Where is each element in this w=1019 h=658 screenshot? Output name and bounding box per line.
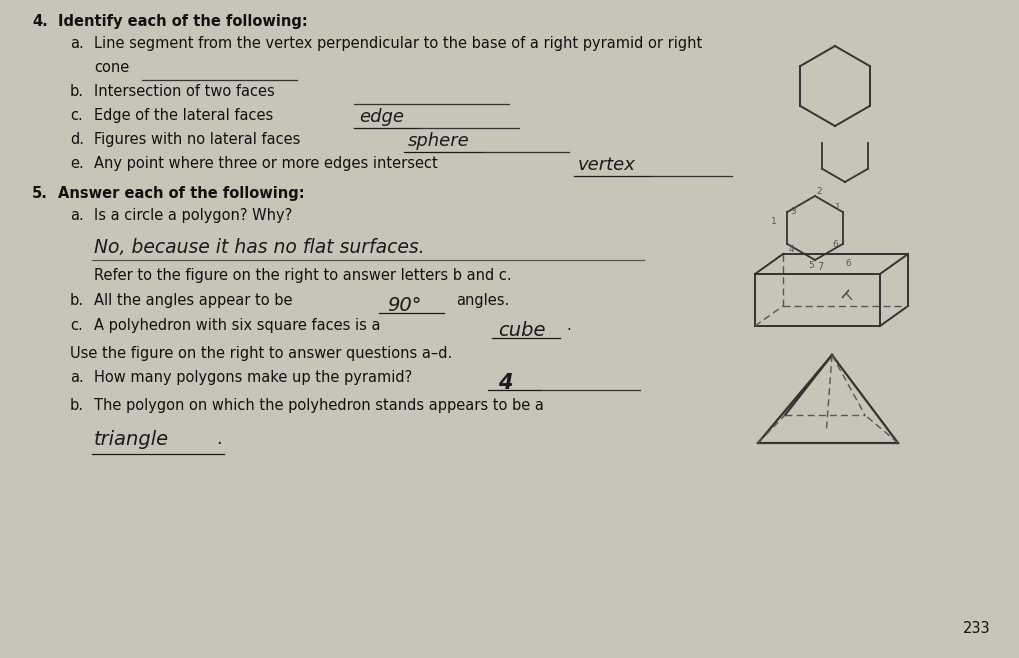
Text: cube: cube: [498, 321, 545, 340]
Text: b.: b.: [70, 84, 84, 99]
Text: Any point where three or more edges intersect: Any point where three or more edges inte…: [94, 156, 438, 171]
Text: cone: cone: [94, 60, 129, 75]
Text: The polygon on which the polyhedron stands appears to be a: The polygon on which the polyhedron stan…: [94, 398, 544, 413]
Text: 3: 3: [791, 207, 796, 216]
Text: Use the figure on the right to answer questions a–d.: Use the figure on the right to answer qu…: [70, 346, 452, 361]
Text: Line segment from the vertex perpendicular to the base of a right pyramid or rig: Line segment from the vertex perpendicul…: [94, 36, 702, 51]
Text: a.: a.: [70, 208, 84, 223]
Text: 5.: 5.: [32, 186, 48, 201]
Text: 5: 5: [808, 261, 814, 270]
Text: 4.: 4.: [32, 14, 48, 29]
Text: 90°: 90°: [387, 296, 422, 315]
Text: Intersection of two faces: Intersection of two faces: [94, 84, 275, 99]
Text: A polyhedron with six square faces is a: A polyhedron with six square faces is a: [94, 318, 380, 333]
Text: .: .: [566, 318, 571, 333]
Text: 4: 4: [498, 373, 513, 393]
Text: All the angles appear to be: All the angles appear to be: [94, 293, 292, 308]
Text: e.: e.: [70, 156, 84, 171]
Text: Edge of the lateral faces: Edge of the lateral faces: [94, 108, 273, 123]
Text: Refer to the figure on the right to answer letters b and c.: Refer to the figure on the right to answ…: [94, 268, 512, 283]
Text: How many polygons make up the pyramid?: How many polygons make up the pyramid?: [94, 370, 413, 385]
Text: Is a circle a polygon? Why?: Is a circle a polygon? Why?: [94, 208, 292, 223]
Text: .: .: [216, 430, 221, 448]
Text: 2: 2: [816, 188, 821, 197]
Text: 233: 233: [962, 621, 990, 636]
Text: c.: c.: [70, 108, 83, 123]
Text: Identify each of the following:: Identify each of the following:: [58, 14, 308, 29]
Text: 1: 1: [771, 217, 776, 226]
Text: a.: a.: [70, 370, 84, 385]
Text: 4: 4: [789, 245, 794, 253]
Text: b.: b.: [70, 293, 84, 308]
Text: Answer each of the following:: Answer each of the following:: [58, 186, 305, 201]
Text: edge: edge: [359, 108, 404, 126]
Text: 7: 7: [817, 262, 823, 272]
Text: 6: 6: [845, 259, 851, 268]
Text: No, because it has no flat surfaces.: No, because it has no flat surfaces.: [94, 238, 425, 257]
Text: angles.: angles.: [455, 293, 510, 308]
Text: b.: b.: [70, 398, 84, 413]
Text: Figures with no lateral faces: Figures with no lateral faces: [94, 132, 301, 147]
Text: a.: a.: [70, 36, 84, 51]
Text: d.: d.: [70, 132, 84, 147]
Text: 6: 6: [833, 240, 839, 249]
Text: sphere: sphere: [408, 132, 470, 150]
Text: triangle: triangle: [94, 430, 169, 449]
Text: c.: c.: [70, 318, 83, 333]
Text: 1: 1: [835, 203, 841, 211]
Text: vertex: vertex: [578, 156, 636, 174]
